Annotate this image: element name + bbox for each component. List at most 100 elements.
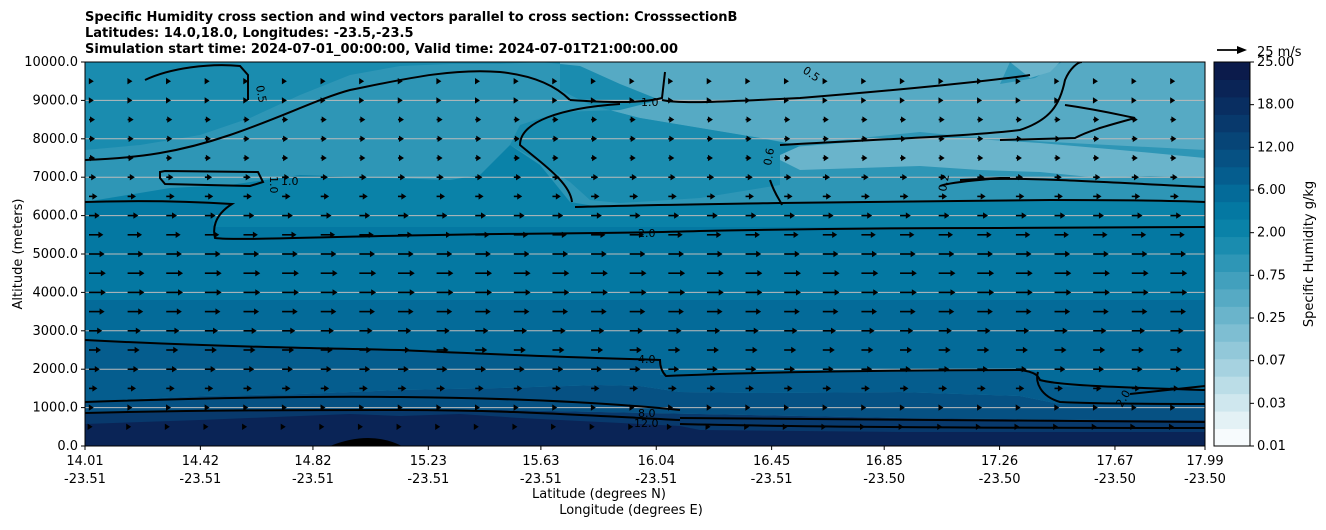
contour-lines (85, 62, 1205, 429)
wind-vector-head (99, 250, 105, 258)
wind-vector-head (989, 270, 995, 277)
contour-4.0-b (1036, 371, 1205, 405)
wind-vector-head (600, 231, 606, 238)
wind-vector-head (1066, 289, 1072, 296)
wind-vector-head (243, 78, 249, 85)
band-4 (85, 300, 1205, 390)
wind-vector-head (873, 270, 879, 277)
colorbar-segment (1214, 411, 1250, 430)
wind-vector-head (596, 212, 602, 219)
colorbar-segment (1214, 341, 1250, 360)
wind-vector-head (1132, 135, 1138, 142)
wind-vector-head (517, 193, 523, 200)
wind-vector-head (485, 250, 491, 258)
wind-vector-head (602, 270, 608, 277)
plot-area: 0.5 0.5 1.0 1.0 1.0 0.6 0.2 2.0 4.0 8.0 … (85, 62, 1205, 446)
y-tick-label: 8000.0 (33, 132, 79, 147)
wind-vector-head (787, 385, 793, 392)
wind-vector-head (864, 385, 870, 392)
contour-2.0 (574, 198, 1205, 208)
contour-label-0.5-a: 0.5 (253, 84, 269, 103)
wind-vector-head (406, 327, 412, 334)
wind-vector-head (1180, 308, 1186, 315)
wind-vector-head (1098, 366, 1104, 373)
wind-vector-head (594, 385, 600, 392)
wind-vector-head (590, 404, 596, 411)
wind-vector-head (520, 346, 526, 354)
wind-vector-head (753, 327, 759, 334)
colorbar-frame (1213, 61, 1251, 447)
wind-vector-head (640, 308, 646, 315)
colorbar-tick-label: 0.03 (1257, 396, 1286, 411)
wind-vector-head (944, 212, 950, 219)
wind-vector-head (359, 97, 365, 104)
wind-vector-head (437, 116, 443, 123)
wind-vector-head (321, 154, 327, 162)
wind-vector-head (592, 154, 598, 162)
wind-vector-head (331, 250, 337, 258)
contour-1.0-right (779, 62, 1083, 146)
contour-0.6 (769, 179, 783, 206)
wind-vector-head (139, 270, 145, 277)
wind-vector-head (598, 346, 604, 354)
x-tick-label-lat: 17.26 (981, 454, 1018, 469)
x-axis-label-lon: Longitude (degrees E) (559, 503, 703, 518)
colorbar-tick-label: 0.07 (1257, 354, 1286, 369)
wind-vector-head (244, 154, 250, 162)
wind-vector-head (602, 289, 608, 296)
wind-vector-head (397, 404, 403, 411)
wind-vector-head (127, 78, 133, 85)
x-tick-label-lat: 14.82 (294, 454, 331, 469)
wind-vector-head (783, 404, 789, 411)
wind-vector-head (712, 366, 718, 373)
colorbar-segment (1214, 219, 1250, 238)
wind-vectors (87, 78, 1188, 430)
wind-vector-head (1137, 212, 1143, 219)
wind-vector-head (439, 385, 445, 392)
wind-vector-head (832, 231, 838, 238)
wind-vector-head (669, 116, 675, 123)
wind-vector-head (255, 270, 261, 277)
wind-vector-head (435, 423, 441, 430)
x-tick-label-lon: -23.51 (64, 472, 106, 487)
wind-vector-head (487, 270, 493, 277)
wind-vector-head (514, 154, 520, 162)
wind-vector-head (1063, 231, 1069, 238)
wind-vector-head (756, 308, 762, 315)
wind-vector-head (908, 327, 914, 334)
wind-vector-head (88, 404, 94, 411)
wind-vector-head (131, 385, 137, 392)
wind-vector-head (280, 423, 286, 430)
wind-vector-head (167, 154, 173, 162)
chart-title: Specific Humidity cross section and wind… (85, 10, 737, 57)
wind-vector-head (482, 346, 488, 354)
wind-vector-head (630, 116, 636, 123)
wind-vector-head (975, 423, 981, 430)
colorbar-segment (1214, 254, 1250, 272)
wind-vector-head (1026, 250, 1032, 258)
wind-vector-head (601, 308, 607, 315)
y-axis: 0.0 1000.0 2000.0 3000.0 4000.0 5000.0 6000.0 7… (24, 55, 85, 454)
wind-vector-head (1027, 270, 1033, 277)
wind-vector-head (1015, 78, 1021, 85)
wind-vector-head (826, 193, 832, 200)
wind-vector-head (635, 366, 641, 373)
wind-vector-head (901, 135, 907, 142)
wind-vector-head (326, 366, 332, 373)
wind-vector-head (359, 78, 365, 85)
wind-vector-head (949, 308, 955, 315)
wind-vector-head (938, 404, 944, 411)
x-tick-label-lat: 17.67 (1096, 454, 1133, 469)
wind-vector-head (210, 366, 216, 373)
wind-vector-head (477, 174, 483, 181)
wind-vector-head (90, 154, 95, 162)
x-tick-label-lon: -23.51 (407, 472, 449, 487)
wind-vector-head (1054, 97, 1060, 104)
wind-vector-head (552, 78, 558, 85)
wind-vector-head (215, 250, 221, 258)
wind-vector-head (369, 308, 375, 315)
y-tick-label: 3000.0 (33, 324, 79, 339)
x-tick-label-lat: 14.01 (66, 454, 103, 469)
wind-vector-head (285, 385, 291, 392)
